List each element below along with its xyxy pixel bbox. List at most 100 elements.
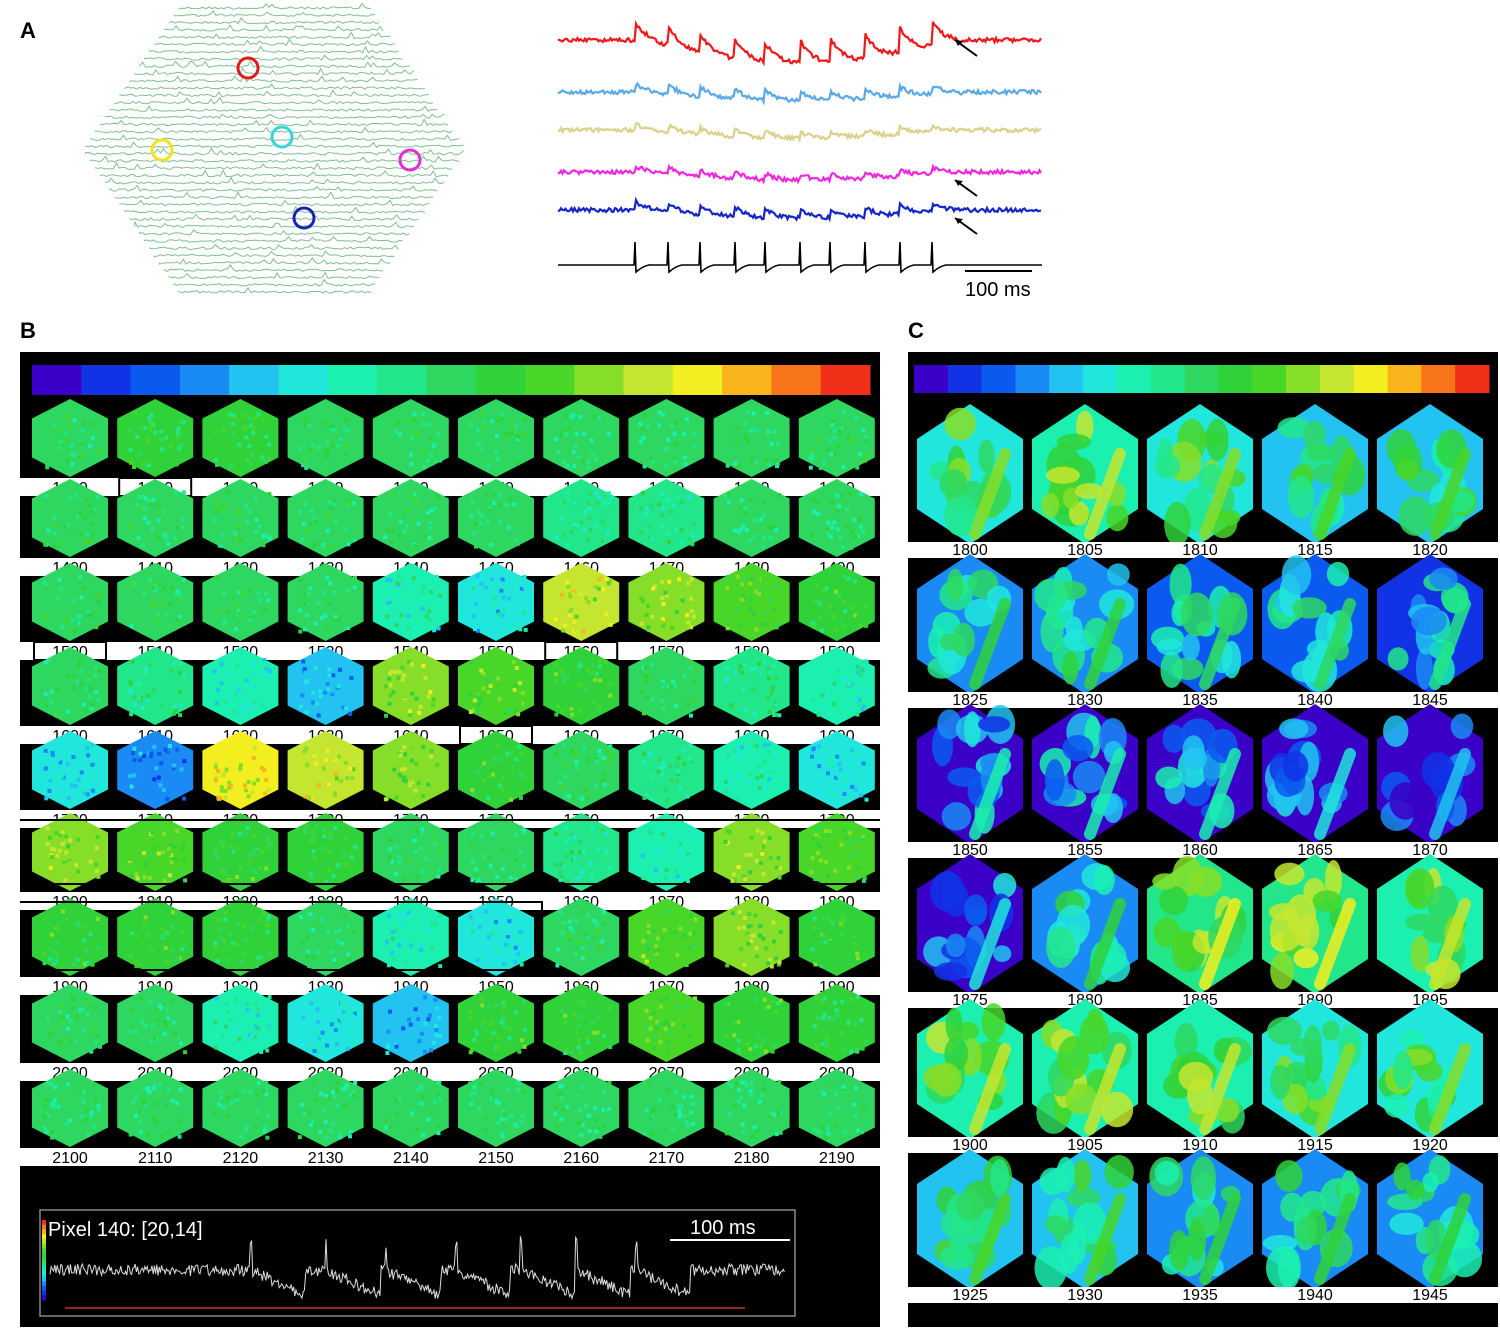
frame-pixel <box>858 525 863 530</box>
frame-pixel <box>408 748 413 753</box>
frame-pixel <box>772 429 776 434</box>
frame-pixel <box>642 760 647 765</box>
frame-pixel <box>503 493 508 498</box>
frame-pixel <box>90 702 95 707</box>
frame-pixel <box>741 859 746 863</box>
frame-1440 <box>372 479 449 557</box>
frame-pixel <box>422 534 427 539</box>
frame-pixel <box>505 499 510 504</box>
frame-pixel <box>343 925 348 929</box>
frame-pixel <box>646 424 651 429</box>
frame-pixel <box>725 963 730 968</box>
frame-pixel <box>496 457 500 462</box>
frame-pixel <box>855 995 860 999</box>
frame-pixel <box>338 1135 343 1140</box>
frame-1550 <box>458 563 534 641</box>
frame-pixel <box>383 535 387 539</box>
frame-pixel <box>748 607 753 611</box>
frame-pixel <box>83 709 88 714</box>
frame-pixel <box>140 543 145 548</box>
frame-pixel <box>673 704 678 709</box>
frame-pixel <box>522 1044 527 1049</box>
frame-pixel <box>809 784 814 789</box>
frame-pixel <box>387 858 392 862</box>
frame-pixel <box>68 1118 72 1123</box>
frame-pixel <box>152 1116 157 1121</box>
frame-pixel <box>725 463 730 468</box>
frame-pixel <box>820 659 825 663</box>
frame-pixel <box>74 615 79 619</box>
frame-pixel <box>253 1080 258 1085</box>
frame-pixel <box>810 451 814 456</box>
frame-pixel <box>164 1102 169 1107</box>
frame-pixel <box>223 789 228 794</box>
frame-pixel <box>604 931 609 936</box>
activity-blob <box>1411 606 1447 636</box>
frame-pixel <box>252 1105 257 1110</box>
frame-pixel <box>435 762 440 767</box>
inset-colorbar-segment <box>42 1290 46 1296</box>
frame-pixel <box>765 696 770 701</box>
frame-pixel <box>649 796 654 801</box>
frame-pixel <box>420 606 425 611</box>
frame-pixel <box>67 627 72 632</box>
frame-1810 <box>1147 404 1253 546</box>
frame-pixel <box>830 921 835 926</box>
frame-pixel <box>302 667 307 672</box>
frame-pixel <box>399 576 404 581</box>
frame-pixel <box>244 435 249 440</box>
frame-pixel <box>129 681 133 686</box>
frame-pixel <box>217 1102 222 1107</box>
frame-pixel <box>419 846 424 851</box>
frame-pixel <box>146 693 151 698</box>
activity-blob <box>1266 1016 1302 1045</box>
frame-pixel <box>478 764 483 769</box>
frame-pixel <box>50 1135 55 1140</box>
frame-pixel <box>772 713 777 717</box>
activity-ridge <box>1314 898 1356 990</box>
frame-pixel <box>311 443 315 448</box>
frame-label: 1915 <box>1297 1137 1333 1154</box>
activity-blob <box>945 933 966 958</box>
frame-pixel <box>569 607 574 612</box>
frame-pixel <box>230 432 235 437</box>
frame-pixel <box>183 1050 188 1055</box>
frame-pixel <box>148 422 153 426</box>
frame-pixel <box>433 934 438 939</box>
frame-pixel <box>331 756 336 761</box>
frame-pixel <box>75 451 80 456</box>
frame-pixel <box>397 855 402 859</box>
frame-pixel <box>553 617 558 622</box>
frame-pixel <box>584 1098 589 1103</box>
frame-pixel <box>75 957 80 962</box>
frame-pixel <box>859 752 864 757</box>
frame-pixel <box>214 509 219 514</box>
frame-pixel <box>761 1081 765 1085</box>
frame-pixel <box>769 964 774 969</box>
frame-pixel <box>406 839 411 844</box>
activity-blob <box>1270 952 1295 990</box>
frame-pixel <box>321 746 326 751</box>
frame-pixel <box>841 923 846 928</box>
frame-pixel <box>49 846 54 851</box>
frame-pixel <box>827 1112 832 1117</box>
frame-pixel <box>253 415 258 420</box>
frame-pixel <box>520 521 525 526</box>
frame-pixel <box>752 1002 757 1007</box>
frame-pixel <box>388 847 393 851</box>
frame-pixel <box>312 755 317 760</box>
frame-pixel <box>686 950 691 955</box>
frame-pixel <box>303 502 308 507</box>
frame-1870 <box>628 813 705 891</box>
frame-pixel <box>768 536 773 541</box>
frame-pixel <box>65 762 69 767</box>
frame-pixel <box>585 1040 590 1045</box>
frame-2090 <box>798 984 875 1062</box>
activity-blob <box>1046 926 1076 969</box>
frame-pixel <box>573 1030 578 1035</box>
activity-blob <box>1389 1212 1424 1235</box>
frame-pixel <box>309 1001 314 1006</box>
frame-pixel <box>412 412 417 417</box>
frame-pixel <box>132 758 137 763</box>
frame-pixel <box>500 577 505 582</box>
